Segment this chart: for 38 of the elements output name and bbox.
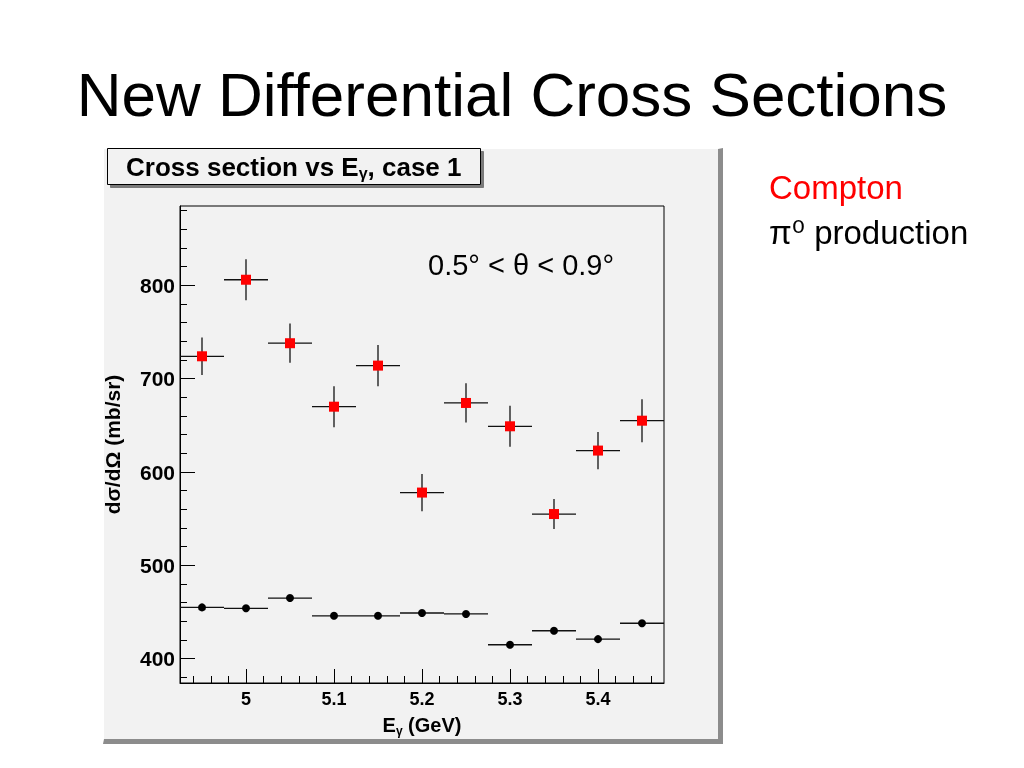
y-tick-label: 500 bbox=[139, 553, 175, 577]
y-tick-label: 700 bbox=[139, 367, 175, 391]
point bbox=[286, 594, 294, 603]
point bbox=[549, 509, 559, 520]
y-tick-label: 600 bbox=[139, 460, 175, 484]
point bbox=[330, 611, 338, 620]
point bbox=[594, 635, 602, 644]
point bbox=[637, 415, 647, 426]
point bbox=[462, 609, 470, 618]
x-tick-label: 5.4 bbox=[585, 689, 611, 709]
x-tick-label: 5 bbox=[240, 689, 252, 709]
point bbox=[593, 445, 603, 456]
point bbox=[242, 604, 250, 613]
point bbox=[417, 487, 427, 498]
point bbox=[418, 608, 426, 617]
point bbox=[505, 421, 515, 432]
annotation: 0.5° < θ < 0.9° bbox=[428, 248, 615, 281]
point bbox=[285, 338, 295, 349]
y-tick-label: 400 bbox=[139, 647, 175, 671]
point bbox=[198, 603, 206, 612]
point bbox=[374, 611, 382, 620]
point bbox=[241, 274, 251, 285]
point bbox=[461, 397, 471, 408]
point bbox=[197, 351, 207, 362]
point bbox=[506, 640, 514, 649]
chart-title: New Differential Cross Sections bbox=[76, 59, 948, 129]
point bbox=[329, 401, 339, 412]
text: Compton bbox=[769, 169, 903, 206]
x-tick-label: 5.2 bbox=[409, 689, 435, 709]
x-tick-label: 5.3 bbox=[497, 689, 523, 709]
point bbox=[550, 626, 558, 635]
y-axis-title: dσ/dΩ (mb/sr) bbox=[101, 374, 124, 515]
point bbox=[373, 360, 383, 371]
text: π⁰ production bbox=[769, 214, 969, 251]
point bbox=[638, 619, 646, 628]
x-tick-label: 5.1 bbox=[321, 689, 347, 709]
chart-subtitle: Cross section vs Eγ, case 1 bbox=[126, 152, 462, 182]
y-tick-label: 800 bbox=[139, 273, 175, 297]
